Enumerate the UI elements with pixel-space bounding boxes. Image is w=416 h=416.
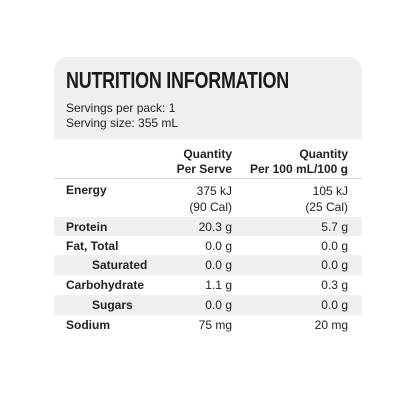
table-row-carbohydrate: Carbohydrate 1.1 g 0.3 g [54, 275, 362, 295]
row-value-per-serve: 0.0 g [205, 258, 232, 272]
row-value-per-serve: 0.0 g [205, 298, 232, 312]
header-per-serve: Quantity Per Serve [177, 147, 232, 177]
row-value-per-100: 0.0 g [321, 258, 348, 272]
panel-title: NUTRITION INFORMATION [66, 67, 289, 93]
row-label: Sugars [92, 298, 133, 312]
energy-kj-serve: 375 kJ [196, 184, 232, 198]
table-row-saturated: Saturated 0.0 g 0.0 g [54, 255, 362, 275]
table-row-protein: Protein 20.3 g 5.7 g [54, 217, 362, 236]
table-row-fat-total: Fat, Total 0.0 g 0.0 g [54, 236, 362, 255]
table-row-sodium: Sodium 75 mg 20 mg [54, 315, 362, 337]
servings-per-pack: Servings per pack: 1 [66, 101, 176, 115]
row-label: Saturated [92, 258, 148, 272]
row-label: Energy [66, 183, 107, 197]
header-per-100: Quantity Per 100 mL/100 g [250, 147, 348, 177]
row-value-per-100: 0.0 g [321, 298, 348, 312]
nutrition-panel: NUTRITION INFORMATION Servings per pack:… [54, 57, 362, 360]
header-divider [54, 178, 362, 179]
row-value-per-100: 0.3 g [321, 278, 348, 292]
row-value-per-100: 5.7 g [321, 220, 348, 234]
row-label: Fat, Total [66, 239, 119, 253]
row-label: Protein [66, 220, 108, 234]
row-value-per-serve: 375 kJ (90 Cal) [189, 183, 232, 215]
table-row-sugars: Sugars 0.0 g 0.0 g [54, 295, 362, 315]
row-value-per-100: 105 kJ (25 Cal) [305, 183, 348, 215]
nutrition-table: Quantity Per Serve Quantity Per 100 mL/1… [54, 139, 362, 360]
table-row-energy: Energy 375 kJ (90 Cal) 105 kJ (25 Cal) [54, 179, 362, 217]
row-label: Carbohydrate [66, 278, 145, 292]
energy-kj-100: 105 kJ [312, 184, 348, 198]
row-value-per-serve: 20.3 g [198, 220, 232, 234]
row-label: Sodium [66, 318, 110, 332]
serving-size: Serving size: 355 mL [66, 116, 179, 130]
row-value-per-100: 20 mg [314, 318, 348, 332]
row-value-per-serve: 1.1 g [205, 278, 232, 292]
header-per-100-line1: Quantity [299, 147, 348, 161]
header-per-serve-line2: Per Serve [176, 162, 232, 176]
energy-cal-serve: (90 Cal) [189, 200, 232, 214]
energy-cal-100: (25 Cal) [305, 200, 348, 214]
header-per-100-line2: Per 100 mL/100 g [249, 162, 348, 176]
row-value-per-serve: 75 mg [198, 318, 232, 332]
header-per-serve-line1: Quantity [183, 147, 232, 161]
row-value-per-serve: 0.0 g [205, 239, 232, 253]
row-value-per-100: 0.0 g [321, 239, 348, 253]
